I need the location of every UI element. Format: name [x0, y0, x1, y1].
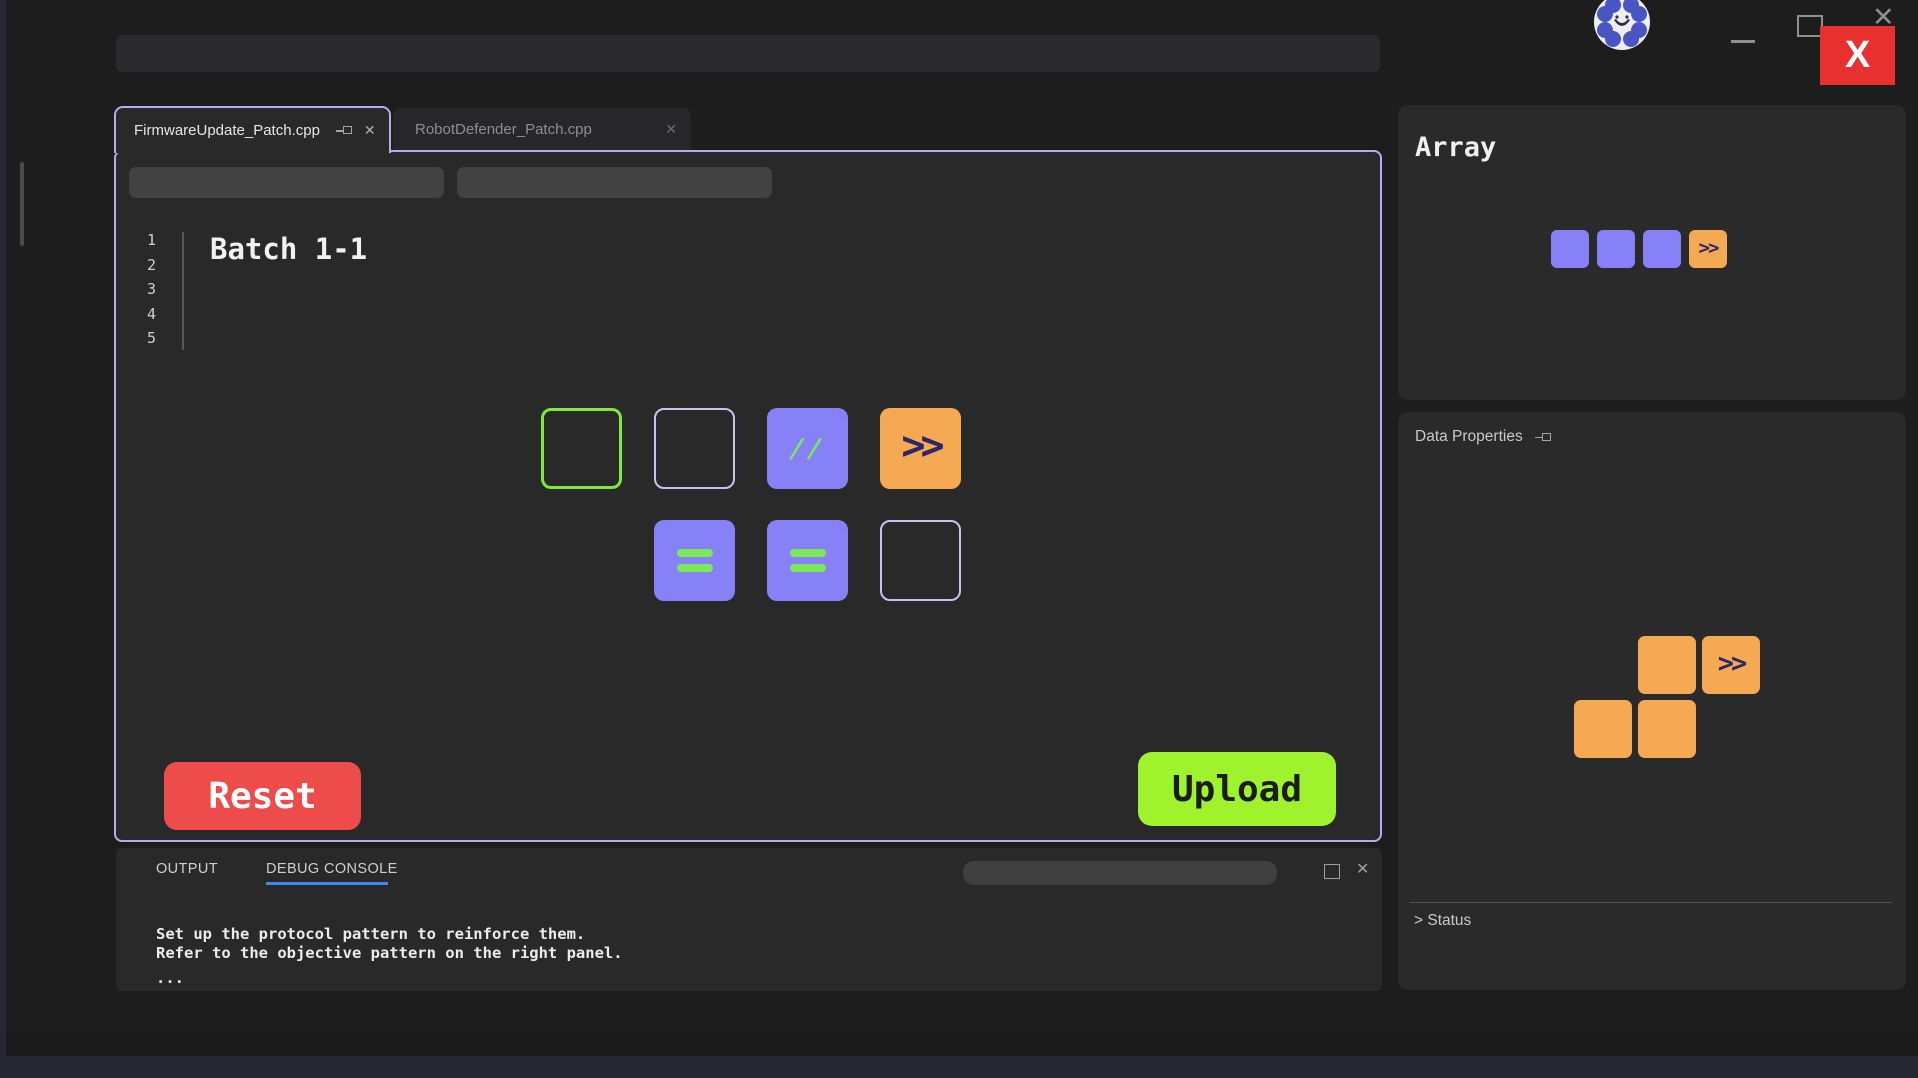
title-bar — [116, 35, 1380, 72]
drag-handle[interactable] — [20, 162, 24, 246]
app-logo-icon — [1592, 0, 1652, 54]
empty-slot[interactable] — [654, 408, 735, 489]
pin-icon[interactable] — [335, 125, 352, 136]
line-number-gutter: 1 2 3 4 5 — [132, 228, 156, 351]
pattern-row — [1574, 700, 1760, 758]
tab-output[interactable]: OUTPUT — [156, 861, 219, 877]
array-panel-title: Array — [1415, 132, 1497, 163]
divider — [1410, 902, 1892, 903]
shift-symbol: >> — [1698, 237, 1720, 259]
array-panel: Array >> — [1398, 105, 1906, 400]
board-row — [541, 520, 961, 601]
status-label: > Status — [1414, 912, 1472, 929]
purple-block[interactable] — [767, 520, 848, 601]
app-window: ✕ X FirmwareUpdate_Patch.cpp ✕ RobotDefe… — [6, 0, 1918, 1056]
close-icon[interactable]: ✕ — [1872, 2, 1895, 32]
line-number: 2 — [146, 255, 156, 274]
placeholder-bar — [129, 167, 444, 198]
console-filter-input[interactable] — [963, 861, 1277, 885]
tab-debug-console[interactable]: DEBUG CONSOLE — [266, 861, 398, 877]
data-properties-panel: Data Properties >> > Status — [1398, 412, 1906, 990]
pattern-row: >> — [1574, 636, 1760, 694]
close-hint-button[interactable]: X — [1820, 26, 1895, 85]
line-number: 1 — [146, 231, 156, 249]
array-blocks: >> — [1551, 230, 1727, 268]
orange-block[interactable]: >> — [880, 408, 961, 489]
orange-block — [1574, 700, 1632, 758]
purple-block[interactable] — [654, 520, 735, 601]
active-tab-underline — [266, 882, 388, 885]
console-output-text: Set up the protocol pattern to reinforce… — [156, 925, 623, 988]
tab-firmware-update[interactable]: FirmwareUpdate_Patch.cpp ✕ — [114, 106, 391, 153]
equals-symbol — [676, 549, 713, 572]
shift-symbol: >> — [1717, 648, 1747, 679]
editor-frame: 1 2 3 4 5 Batch 1-1 // >> Reset Upload — [114, 150, 1382, 842]
minimize-icon[interactable] — [1731, 40, 1755, 43]
comment-symbol: // — [788, 433, 827, 464]
console-line: ... — [156, 969, 184, 987]
pin-icon[interactable] — [1534, 432, 1551, 443]
tab-close-icon[interactable]: ✕ — [363, 122, 376, 138]
data-properties-title: Data Properties — [1415, 428, 1523, 445]
tab-label: FirmwareUpdate_Patch.cpp — [134, 122, 320, 139]
placeholder-bar — [457, 167, 772, 198]
orange-block: >> — [1702, 636, 1760, 694]
panel-close-icon[interactable]: ✕ — [1356, 861, 1370, 878]
orange-block — [1638, 636, 1696, 694]
panel-maximize-icon[interactable] — [1324, 864, 1340, 879]
gutter-divider — [182, 232, 184, 350]
console-line: Refer to the objective pattern on the ri… — [156, 943, 623, 962]
batch-title: Batch 1-1 — [210, 232, 368, 266]
board-row: // >> — [541, 408, 961, 489]
purple-block — [1551, 230, 1589, 268]
reset-button[interactable]: Reset — [164, 762, 361, 830]
bottom-strip — [6, 1032, 1918, 1056]
orange-block: >> — [1689, 230, 1727, 268]
console-panel: OUTPUT DEBUG CONSOLE ✕ Set up the protoc… — [116, 848, 1382, 991]
equals-symbol — [789, 549, 826, 572]
objective-pattern: >> — [1574, 636, 1760, 758]
line-number: 5 — [146, 329, 156, 347]
line-number: 3 — [146, 280, 156, 298]
tab-robot-defender[interactable]: RobotDefender_Patch.cpp ✕ — [393, 108, 691, 150]
purple-block — [1597, 230, 1635, 268]
purple-block[interactable]: // — [767, 408, 848, 489]
line-number: 4 — [146, 304, 156, 323]
orange-block — [1638, 700, 1696, 758]
purple-block — [1643, 230, 1681, 268]
tab-close-icon[interactable]: ✕ — [665, 120, 677, 137]
console-line: Set up the protocol pattern to reinforce… — [156, 925, 586, 943]
empty-slot[interactable] — [541, 408, 622, 489]
empty-slot[interactable] — [880, 520, 961, 601]
upload-button[interactable]: Upload — [1138, 752, 1336, 826]
shift-symbol: >> — [901, 423, 944, 469]
tab-label: RobotDefender_Patch.cpp — [415, 120, 592, 138]
